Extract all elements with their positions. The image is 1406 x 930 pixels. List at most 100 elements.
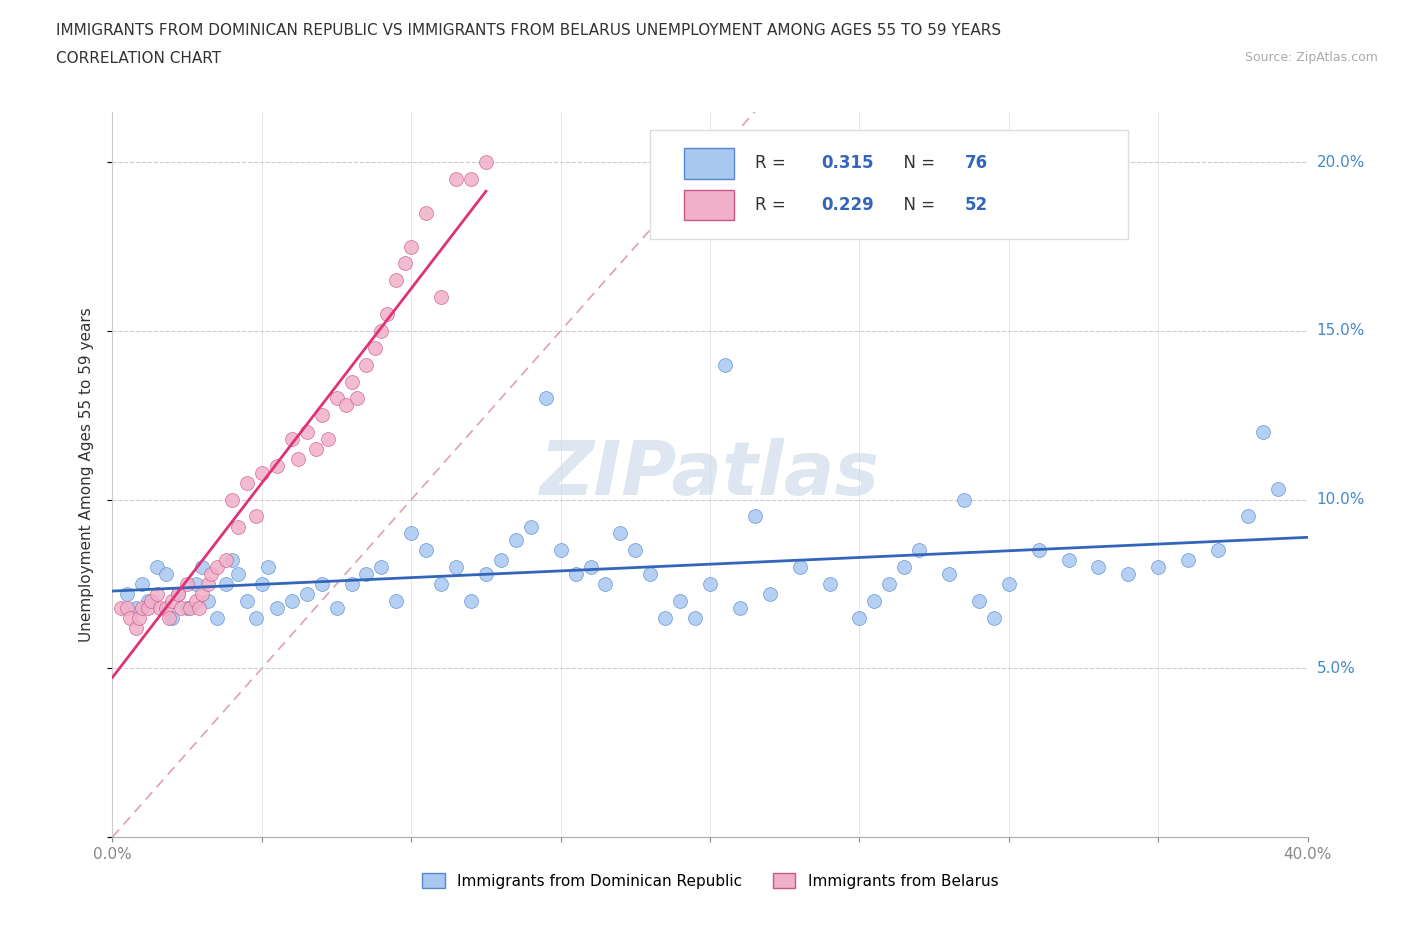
Point bbox=[1057, 553, 1080, 568]
Point bbox=[669, 593, 692, 608]
Point bbox=[157, 610, 180, 625]
Point bbox=[167, 587, 190, 602]
Text: N =: N = bbox=[893, 154, 941, 172]
Point bbox=[789, 560, 811, 575]
Point bbox=[281, 432, 304, 446]
Bar bbox=[683, 190, 734, 220]
Y-axis label: Unemployment Among Ages 55 to 59 years: Unemployment Among Ages 55 to 59 years bbox=[79, 307, 94, 642]
Point bbox=[162, 593, 183, 608]
Point bbox=[415, 206, 437, 220]
Point bbox=[654, 610, 676, 625]
Point bbox=[534, 391, 557, 405]
Point bbox=[1028, 543, 1050, 558]
Point bbox=[266, 600, 288, 615]
Text: 10.0%: 10.0% bbox=[1316, 492, 1365, 507]
Point bbox=[179, 600, 201, 615]
Point bbox=[346, 391, 368, 405]
Point bbox=[197, 593, 219, 608]
Point bbox=[444, 560, 467, 575]
Point bbox=[245, 610, 267, 625]
Point bbox=[624, 543, 647, 558]
Point bbox=[191, 560, 214, 575]
Text: 0.315: 0.315 bbox=[821, 154, 873, 172]
Point bbox=[236, 475, 259, 490]
Point bbox=[879, 577, 901, 591]
Point bbox=[370, 324, 392, 339]
Point bbox=[1237, 509, 1260, 524]
Point bbox=[311, 408, 333, 423]
Point bbox=[683, 610, 706, 625]
Point bbox=[149, 600, 172, 615]
Point bbox=[141, 593, 163, 608]
Point bbox=[128, 610, 150, 625]
Point bbox=[186, 593, 208, 608]
Point bbox=[505, 533, 527, 548]
Point bbox=[401, 239, 423, 254]
Point bbox=[848, 610, 870, 625]
Point bbox=[475, 154, 498, 169]
Point bbox=[215, 577, 238, 591]
Point bbox=[340, 374, 363, 389]
Point bbox=[155, 600, 177, 615]
Point bbox=[967, 593, 990, 608]
Point bbox=[370, 560, 392, 575]
Point bbox=[250, 577, 273, 591]
Point bbox=[1087, 560, 1109, 575]
Point bbox=[146, 560, 169, 575]
Point bbox=[1206, 543, 1229, 558]
Point bbox=[170, 600, 193, 615]
Point bbox=[305, 442, 328, 457]
Point bbox=[579, 560, 602, 575]
Point bbox=[595, 577, 617, 591]
Point bbox=[444, 172, 467, 187]
Point bbox=[475, 566, 498, 581]
Point bbox=[1251, 425, 1274, 440]
Point bbox=[325, 600, 347, 615]
Text: N =: N = bbox=[893, 196, 941, 214]
Text: R =: R = bbox=[755, 196, 792, 214]
Point bbox=[117, 600, 139, 615]
Point bbox=[266, 458, 288, 473]
Point bbox=[385, 593, 408, 608]
Text: IMMIGRANTS FROM DOMINICAN REPUBLIC VS IMMIGRANTS FROM BELARUS UNEMPLOYMENT AMONG: IMMIGRANTS FROM DOMINICAN REPUBLIC VS IM… bbox=[56, 23, 1001, 38]
Point bbox=[221, 492, 243, 507]
Text: CORRELATION CHART: CORRELATION CHART bbox=[56, 51, 221, 66]
Point bbox=[176, 600, 198, 615]
Point bbox=[250, 465, 273, 480]
Point bbox=[1147, 560, 1170, 575]
Point bbox=[110, 600, 132, 615]
Point bbox=[287, 452, 309, 467]
Point bbox=[640, 566, 662, 581]
Point bbox=[162, 610, 183, 625]
Point bbox=[245, 509, 267, 524]
Point bbox=[609, 525, 631, 540]
Point bbox=[744, 509, 766, 524]
Point bbox=[281, 593, 304, 608]
Point bbox=[295, 425, 318, 440]
Point bbox=[818, 577, 841, 591]
Point bbox=[131, 577, 153, 591]
Point bbox=[908, 543, 931, 558]
Point bbox=[188, 600, 211, 615]
Point bbox=[863, 593, 886, 608]
Point bbox=[316, 432, 339, 446]
Point bbox=[125, 600, 148, 615]
Point bbox=[1177, 553, 1199, 568]
Point bbox=[550, 543, 572, 558]
Point bbox=[221, 553, 243, 568]
Point bbox=[167, 587, 190, 602]
Point bbox=[460, 593, 482, 608]
Legend: Immigrants from Dominican Republic, Immigrants from Belarus: Immigrants from Dominican Republic, Immi… bbox=[416, 867, 1004, 895]
Point bbox=[938, 566, 960, 581]
Text: 5.0%: 5.0% bbox=[1316, 661, 1355, 676]
Point bbox=[325, 391, 347, 405]
Point bbox=[728, 600, 751, 615]
Point bbox=[155, 566, 177, 581]
Point bbox=[138, 600, 160, 615]
Point bbox=[257, 560, 280, 575]
Point bbox=[364, 340, 387, 355]
Point bbox=[699, 577, 721, 591]
Point bbox=[430, 290, 453, 305]
Point bbox=[197, 577, 219, 591]
Text: 20.0%: 20.0% bbox=[1316, 154, 1365, 169]
